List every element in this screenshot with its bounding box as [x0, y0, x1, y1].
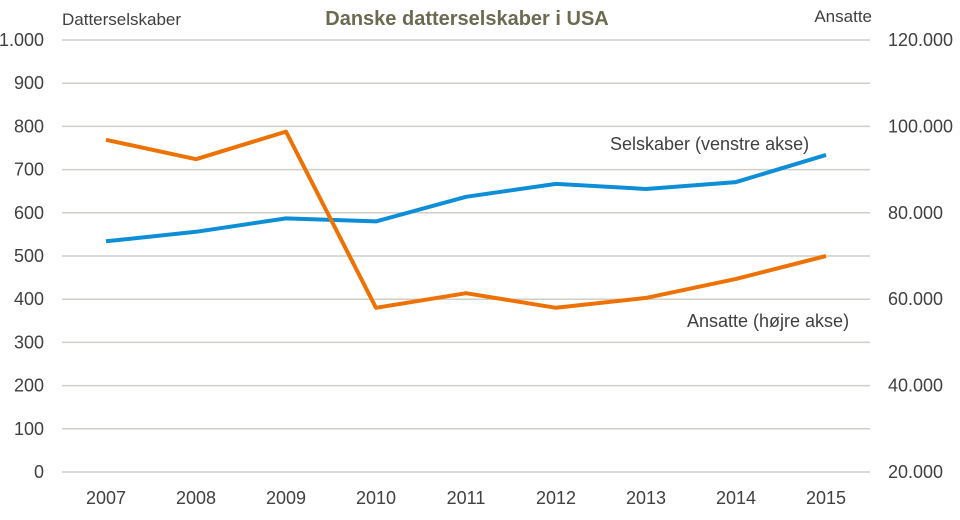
left-tick-label: 100	[14, 419, 44, 439]
left-tick-label: 300	[14, 332, 44, 352]
right-tick-label: 60.000	[888, 289, 943, 309]
left-tick-label: 600	[14, 203, 44, 223]
left-tick-label: 700	[14, 160, 44, 180]
x-tick-label: 2013	[626, 488, 666, 508]
left-tick-label: 900	[14, 73, 44, 93]
right-tick-label: 100.000	[888, 116, 953, 136]
left-tick-label: 400	[14, 289, 44, 309]
x-tick-label: 2015	[806, 488, 846, 508]
series-label-ansatte: Ansatte (højre akse)	[687, 311, 849, 331]
chart-title: Danske datterselskaber i USA	[325, 8, 608, 30]
left-tick-label: 200	[14, 376, 44, 396]
x-tick-label: 2009	[266, 488, 306, 508]
right-tick-label: 80.000	[888, 203, 943, 223]
left-tick-label: 800	[14, 116, 44, 136]
x-tick-label: 2007	[86, 488, 126, 508]
left-tick-label: 1.000	[0, 30, 44, 50]
x-tick-label: 2014	[716, 488, 756, 508]
left-tick-label: 500	[14, 246, 44, 266]
right-tick-label: 40.000	[888, 376, 943, 396]
left-axis-label: Datterselskaber	[62, 10, 181, 29]
series-line-ansatte	[106, 132, 826, 308]
series-line-selskaber	[106, 155, 826, 241]
x-tick-label: 2011	[447, 488, 486, 508]
x-tick-label: 2012	[536, 488, 576, 508]
series-label-selskaber: Selskaber (venstre akse)	[610, 134, 809, 154]
right-tick-label: 20.000	[888, 462, 943, 482]
right-tick-label: 120.000	[888, 30, 953, 50]
x-tick-label: 2008	[176, 488, 216, 508]
right-axis-label: Ansatte	[814, 7, 872, 26]
left-tick-label: 0	[34, 462, 44, 482]
x-tick-label: 2010	[356, 488, 396, 508]
